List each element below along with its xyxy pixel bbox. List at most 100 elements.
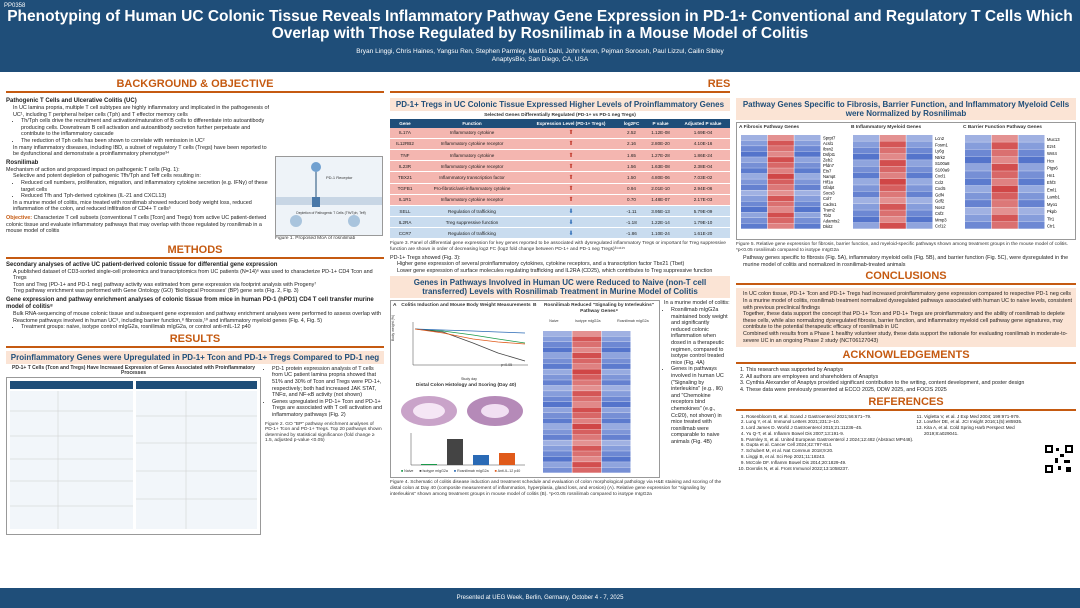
heatmap-cell [794,217,821,223]
expression-arrow-icon: ⬇ [524,205,618,218]
acknowledgements-list: This research was supported by Anaptys A… [746,367,1076,393]
heatmap-cell [543,336,572,343]
colitis-score-chart [410,433,525,466]
heatmap-cell [741,195,768,201]
reference-item: Dovrolis N, et al. Front Immunol 2022;13… [746,466,914,472]
gene-table: Gene Function Expression Level (PD-1+ Tr… [390,118,730,240]
heatmap-cell [906,147,933,154]
table-row: IL17A Inflammatory cytokine ⬆ 2.52 1.12E-08 1… [390,127,730,139]
gene-label: Tbl2 [823,212,832,217]
col-header: P value [645,118,677,128]
heatmap-cell [853,197,880,204]
gene-label: Cadm1 [823,201,837,206]
heatmap-cell [543,358,572,364]
heatmap-cell [767,178,794,185]
panel-b-myeloid: B Inflammatory Myeloid Genes Lcn2 Fosm1 Ly… [851,125,961,237]
heatmap-cell [794,189,821,196]
heatmap-cell [741,156,768,162]
table-cell: 2.94E-06 [676,183,730,195]
table-cell: IL1R1 [390,194,420,206]
table-cell: 2.52 [617,127,646,139]
heatmap-cell [767,156,794,162]
heatmap-cell [767,189,794,196]
heatmap-cell [543,380,572,386]
heatmap-cell [601,380,631,386]
gene-label: Ehf3 [1047,180,1056,185]
conclusion-bullet: In UC colon tissue, PD-1+ Tcon and PD-1+… [743,291,1073,298]
heatmap-cell [794,151,821,157]
heatmap-cell [543,375,572,381]
table-cell: 4.80E-06 [645,171,677,184]
table-cell: Inflammatory cytokine receptor [420,160,525,173]
heatmap-cell [572,424,602,430]
heatmap-cell [543,457,572,463]
heatmap-cell [853,203,880,210]
table-header-row: Gene Function Expression Level (PD-1+ Tr… [390,118,730,128]
tregs-bullet: Lower gene expression of surface molecul… [397,268,730,275]
heatmap-cell [572,358,602,364]
gene-label: Gfalpt [823,185,835,190]
heatmap-cell [543,369,572,375]
results-heading: RESULTS [390,78,730,93]
heatmap-cell [906,159,933,166]
background-subheading-1: Pathogenic T Cells and Ulcerative Coliti… [6,98,137,104]
background-bullet: In many inflammatory diseases, including… [13,145,271,158]
table-row: TNF Inflammatory cytokine ⬆ 1.65 1.27E-28 1.8… [390,149,730,162]
heatmap-cell [543,446,572,452]
reference-item: McCole DF. Inflamm Bowel Dis 2014;20:182… [746,460,914,466]
legend-item: ■ Isotype mIgG2a [419,469,448,474]
background-bullet: In UC lamina propria, multiple T cell su… [13,105,271,118]
heatmap-cell [543,407,572,414]
heatmap-cell [853,147,880,154]
heatmap-cell [741,140,768,146]
moa-diagram [276,162,382,227]
reference-item: Kita A, et al. Cold Spring Harb Perspect… [924,425,1044,437]
heatmap-cell [601,413,631,419]
heatmap-cell [906,165,933,172]
table-row: IL12RB2 Inflammatory cytokine receptor ⬆ 2.… [390,138,730,150]
table-cell: 1.79E-10 [676,216,730,229]
table-cell: 2.38E-04 [676,160,730,173]
table-cell: 1.65 [617,149,646,162]
table-cell: 0.94 [617,183,646,195]
heatmap-cell [1018,156,1045,164]
heatmap-cell [879,159,906,166]
heatmap-cell [572,446,602,452]
gene-label: Cxcl5 [935,186,946,191]
table-cell: TGFB1 [390,183,420,195]
gene-label: Tlr1 [1047,216,1055,221]
qr-code[interactable] [1044,443,1074,474]
heatmap-cell [741,145,768,151]
moa-subbullet: Reduced Tfh and Tph-derived cytokines (I… [21,193,271,200]
heatmap-cell [906,216,933,223]
heatmap-cell [741,189,768,196]
heatmap-cell [741,200,768,207]
expression-arrow-icon: ⬆ [524,149,618,162]
heatmap-cell [965,134,992,142]
heatmap-cell [601,467,631,474]
interleukin-heatmap [543,331,631,474]
heatmap-cell [543,429,572,435]
heatmap-cell [572,429,602,435]
heatmap-cell [794,184,821,190]
gene-label: S100a9 [935,167,950,172]
figure-4-caption: Figure 4. Schematic of colitis disease i… [390,480,722,497]
heatmap-cell [572,457,602,463]
reference-item: Vigletta V, et al. J Exp Med 2004; 199:9… [924,414,1044,420]
heatmap-cell [879,165,906,172]
fig4a-ylabel: Body weight (%) [391,315,395,342]
heatmap-cell [991,221,1018,229]
heatmap-cell [853,165,880,172]
heatmap-cell [879,184,906,191]
conclusions-box: In UC colon tissue, PD-1+ Tcon and PD-1+… [736,288,1076,348]
table-cell: 1.61E-20 [676,227,730,240]
gene-label: Gdf4 [935,192,945,197]
legend-item: ■ Naive [401,469,414,474]
heatmap-cell [906,222,933,229]
references-right: Vigletta V, et al. J Exp Med 2004; 199:9… [924,414,1044,474]
heatmap-cell [991,185,1018,193]
figure-2-go-enrichment [6,376,261,535]
heatmap-cell [794,212,821,218]
heatmap-cell [741,151,768,157]
heatmap-cell [991,206,1018,214]
